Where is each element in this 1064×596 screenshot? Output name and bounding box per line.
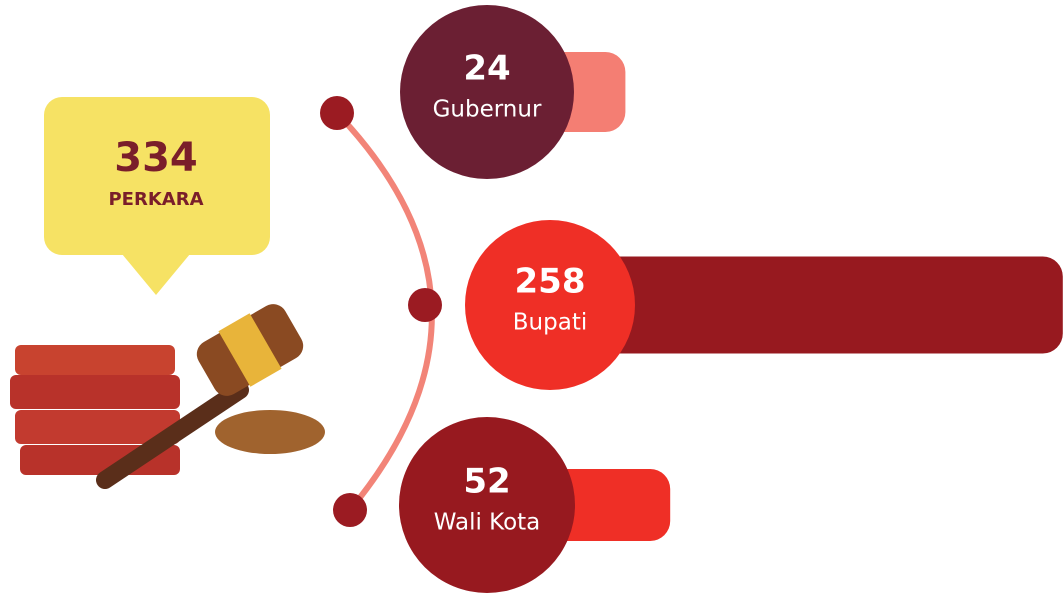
gavel-handle xyxy=(96,381,249,489)
value-label: 24 xyxy=(463,49,510,89)
gavel-base xyxy=(215,410,325,454)
category-label: Bupati xyxy=(513,310,587,336)
callout-pointer xyxy=(122,254,190,295)
gavel-books xyxy=(10,304,325,489)
callout-box xyxy=(44,97,270,255)
callout: 334 PERKARA xyxy=(44,97,270,295)
category-circle xyxy=(399,417,575,593)
bar xyxy=(550,256,1063,354)
value-label: 52 xyxy=(463,462,510,502)
gavel-band xyxy=(218,313,282,387)
book xyxy=(15,345,175,375)
book xyxy=(10,375,180,409)
dot xyxy=(333,493,367,527)
dot xyxy=(408,288,442,322)
category-label: Wali Kota xyxy=(434,510,541,536)
category-circle xyxy=(465,220,635,390)
total-value: 334 xyxy=(114,135,198,181)
total-label: PERKARA xyxy=(108,189,203,210)
category-circle xyxy=(400,5,574,179)
dot xyxy=(320,96,354,130)
value-label: 258 xyxy=(515,262,586,302)
category-label: Gubernur xyxy=(433,97,542,123)
rows: 24 Gubernur 258 Bupati 52 Wali Kota xyxy=(399,5,1063,593)
book xyxy=(15,410,180,444)
